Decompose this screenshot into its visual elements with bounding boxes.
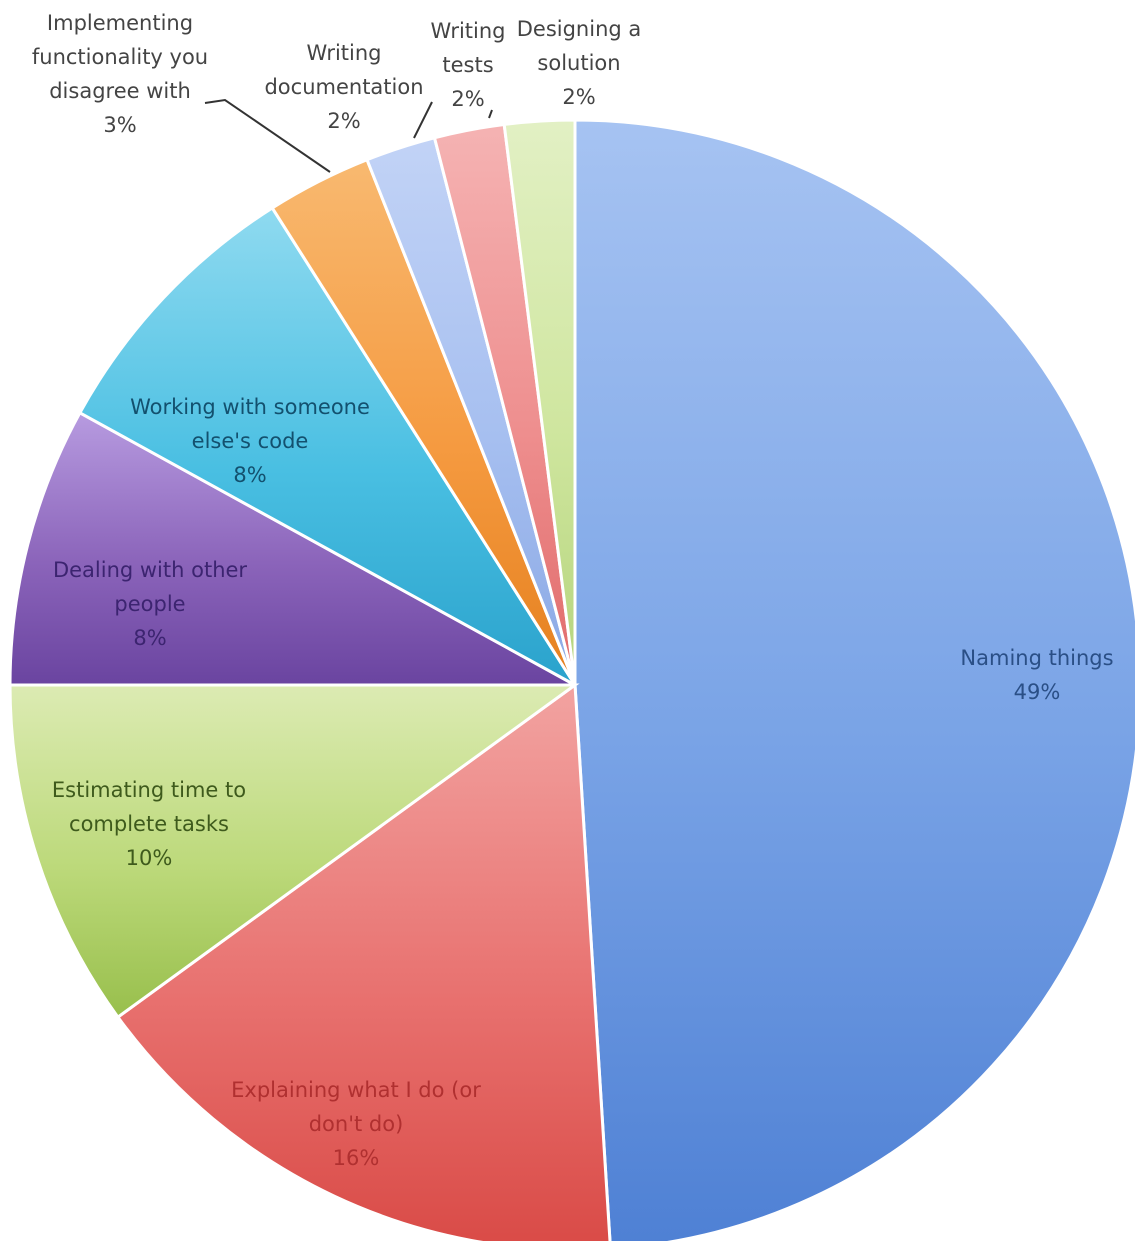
slice-labels: Naming things 49% Explaining what I do (or… xyxy=(32,11,1114,1170)
slice-label-line: 3% xyxy=(103,113,136,137)
slice-label-line: 2% xyxy=(451,87,484,111)
slice-label-line: 16% xyxy=(333,1146,380,1170)
slice-label-6: Writing documentation 2% xyxy=(264,41,423,133)
slice-label-3: Dealing with other people 8% xyxy=(53,558,247,650)
slice-label-line: Working with someone xyxy=(130,395,370,419)
slice-label-line: Estimating time to xyxy=(52,778,246,802)
slice-label-line: people xyxy=(114,592,185,616)
leader-line-6 xyxy=(413,101,433,139)
pie-slice-3 xyxy=(8,410,576,687)
slice-label-line: Dealing with other xyxy=(53,558,247,582)
slice-label-line: 49% xyxy=(1014,680,1061,704)
slice-label-8: Designing a solution 2% xyxy=(517,17,642,109)
slice-label-0: Naming things 49% xyxy=(960,646,1113,704)
slice-label-line: 2% xyxy=(327,109,360,133)
slice-label-line: complete tasks xyxy=(69,812,229,836)
pie-slice-8 xyxy=(502,118,577,686)
slice-label-line: 10% xyxy=(126,846,173,870)
slice-label-line: don't do) xyxy=(309,1112,404,1136)
pie-slice-4 xyxy=(77,205,577,687)
slice-label-line: 8% xyxy=(133,626,166,650)
slice-label-line: Explaining what I do (or xyxy=(231,1078,481,1102)
slice-label-7: Writing tests 2% xyxy=(431,19,506,111)
leader-line-5 xyxy=(204,98,331,173)
slice-label-2: Estimating time to complete tasks 10% xyxy=(52,778,246,870)
pie-slice-1 xyxy=(115,682,612,1241)
slice-label-line: Implementing xyxy=(47,11,193,35)
slice-label-4: Working with someone else's code 8% xyxy=(130,395,370,487)
slice-label-line: 2% xyxy=(562,85,595,109)
pie-slices xyxy=(8,118,1135,1241)
slice-label-line: functionality you xyxy=(32,45,208,69)
slice-label-line: Writing xyxy=(431,19,506,43)
slice-label-5: Implementing functionality you disagree wi… xyxy=(32,11,208,137)
slice-label-line: Writing xyxy=(307,41,382,65)
slice-label-line: Naming things xyxy=(960,646,1113,670)
leader-line-7 xyxy=(488,109,493,119)
slice-label-line: solution xyxy=(537,51,620,75)
slice-label-line: documentation xyxy=(264,75,423,99)
leader-lines xyxy=(204,98,493,173)
slice-label-1: Explaining what I do (or don't do) 16% xyxy=(231,1078,481,1170)
slice-label-line: else's code xyxy=(192,429,309,453)
slice-label-line: 8% xyxy=(233,463,266,487)
slice-label-line: disagree with xyxy=(49,79,191,103)
slice-label-line: tests xyxy=(442,53,493,77)
slice-label-line: Designing a xyxy=(517,17,642,41)
pie-slice-2 xyxy=(8,683,580,1020)
pie-slice-0 xyxy=(573,118,1135,1241)
